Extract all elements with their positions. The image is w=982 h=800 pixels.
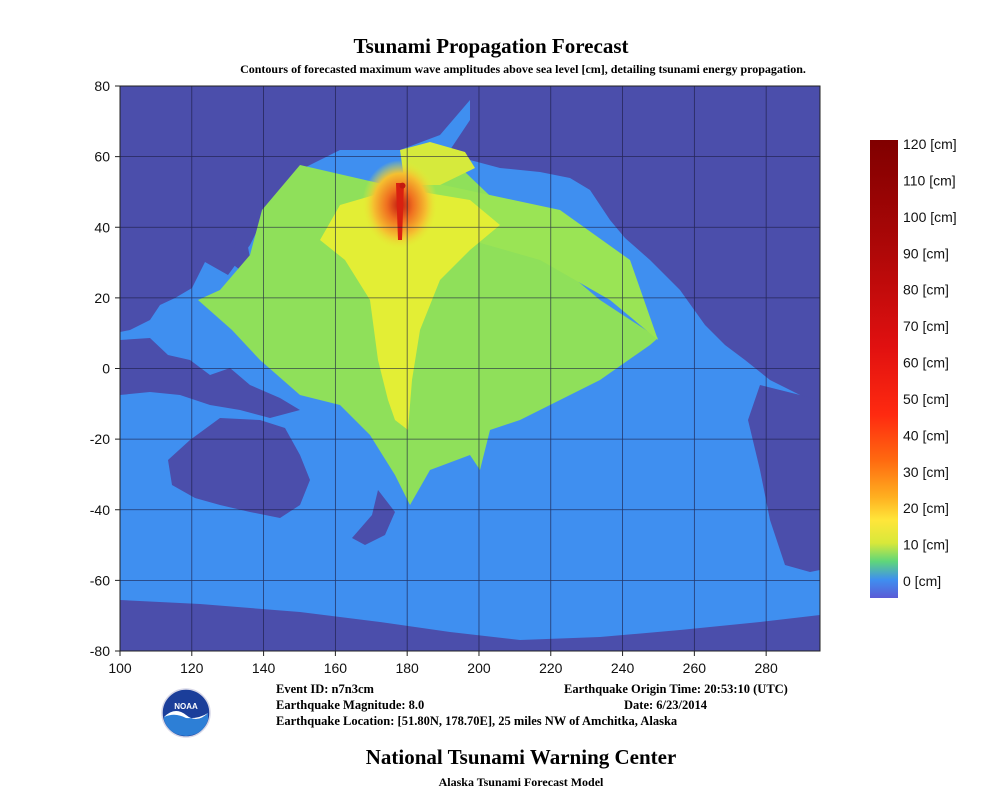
graticule [120, 86, 820, 651]
noaa-logo: NOAA [161, 688, 211, 738]
colorbar-label: 90 [cm] [903, 245, 949, 261]
y-tick-label: 60 [94, 149, 110, 165]
colorbar-label: 40 [cm] [903, 427, 949, 443]
earthquake-origin-time: Earthquake Origin Time: 20:53:10 (UTC) [564, 682, 788, 696]
antarctica [120, 600, 820, 651]
colorbar-label: 110 [cm] [903, 172, 956, 188]
footer-title: National Tsunami Warning Center [365, 745, 677, 769]
colorbar [870, 140, 898, 598]
x-tick-label: 160 [324, 660, 348, 676]
north-america [450, 86, 820, 410]
y-tick-label: -80 [90, 643, 110, 659]
y-tick-label: 20 [94, 290, 110, 306]
colorbar-label: 0 [cm] [903, 573, 941, 589]
land-layer [120, 86, 820, 651]
australia [168, 418, 310, 518]
epicenter-marker [399, 182, 406, 189]
y-axis-ticks: 80 60 40 20 0 -20 -40 -60 -80 [90, 78, 120, 659]
x-tick-label: 220 [539, 660, 563, 676]
y-tick-label: 80 [94, 78, 110, 94]
y-tick-label: -20 [90, 431, 110, 447]
svg-text:NOAA: NOAA [174, 702, 198, 711]
colorbar-label: 30 [cm] [903, 464, 949, 480]
x-tick-label: 280 [754, 660, 778, 676]
colorbar-label: 20 [cm] [903, 500, 949, 516]
earthquake-magnitude: Earthquake Magnitude: 8.0 [276, 698, 425, 712]
x-tick-label: 120 [180, 660, 204, 676]
earthquake-location: Earthquake Location: [51.80N, 178.70E], … [276, 714, 678, 728]
new-zealand [352, 490, 395, 545]
y-tick-label: -60 [90, 572, 110, 588]
asia-landmass [120, 86, 470, 332]
x-tick-label: 240 [611, 660, 635, 676]
japan-islands [230, 220, 250, 270]
chart-subtitle: Contours of forecasted maximum wave ampl… [240, 62, 806, 76]
x-tick-label: 200 [467, 660, 491, 676]
colorbar-label: 70 [cm] [903, 318, 949, 334]
epicenter-beam [396, 183, 404, 240]
x-tick-label: 260 [683, 660, 707, 676]
chart-title: Tsunami Propagation Forecast [353, 34, 629, 58]
x-tick-label: 140 [252, 660, 276, 676]
y-tick-label: 40 [94, 219, 110, 235]
y-tick-label: 0 [102, 361, 110, 377]
footer-subtitle: Alaska Tsunami Forecast Model [438, 775, 604, 789]
colorbar-label: 10 [cm] [903, 537, 949, 553]
colorbar-label: 100 [cm] [903, 209, 957, 225]
x-tick-label: 100 [108, 660, 132, 676]
y-tick-label: -40 [90, 502, 110, 518]
southeast-asia [120, 338, 300, 418]
map-area [120, 86, 820, 651]
colorbar-label: 50 [cm] [903, 391, 949, 407]
colorbar-labels: 120 [cm] 110 [cm] 100 [cm] 90 [cm] 80 [cm] 70… [903, 136, 957, 589]
colorbar-label: 120 [cm] [903, 136, 957, 152]
event-date: Date: 6/23/2014 [624, 698, 707, 712]
colorbar-label: 80 [cm] [903, 282, 949, 298]
x-tick-label: 180 [395, 660, 419, 676]
colorbar-label: 60 [cm] [903, 355, 949, 371]
event-id: Event ID: n7n3cm [276, 682, 374, 696]
mid-amplitude-field [320, 188, 500, 430]
x-axis-ticks: 100 120 140 160 180 200 220 240 260 280 [108, 651, 778, 676]
low-amplitude-field [198, 165, 658, 505]
